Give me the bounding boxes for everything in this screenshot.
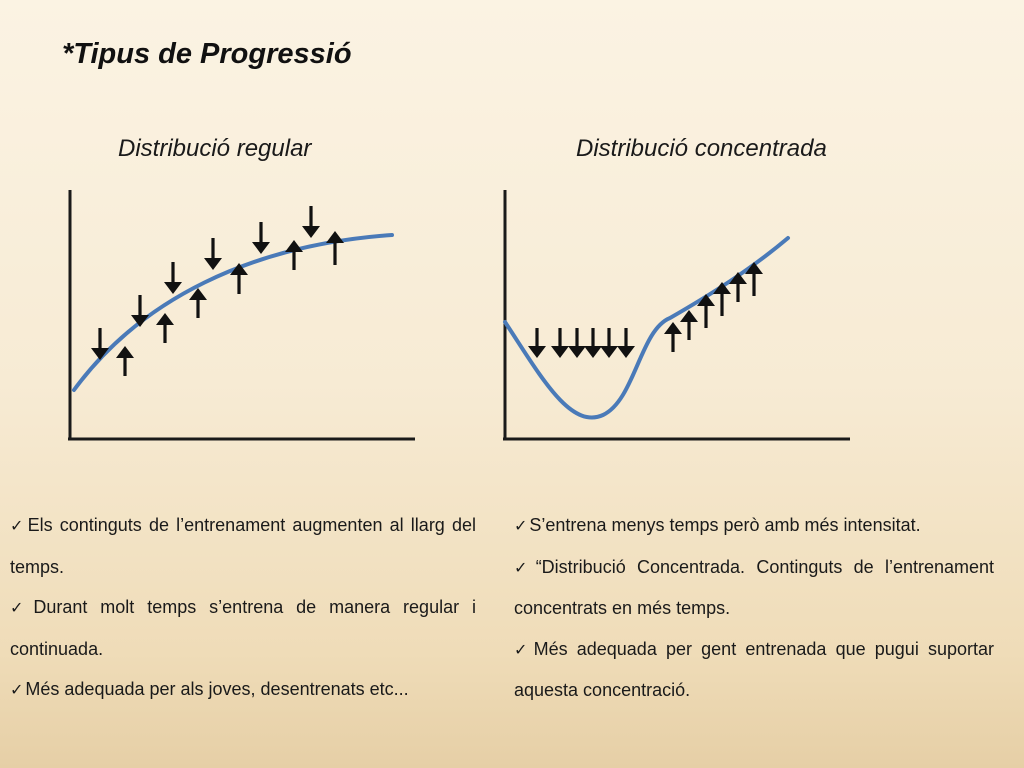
note-item: ✓ Durant molt temps s’entrena de manera r… — [10, 597, 477, 659]
arrow-up-icon — [230, 263, 248, 294]
note-item: ✓ Els continguts de l’entrenament augment… — [10, 515, 477, 577]
checkmark-icon: ✓ — [514, 516, 528, 535]
regular-distribution-title: Distribució regular — [118, 135, 312, 162]
arrow-up-icon — [713, 282, 731, 316]
page-title: *Tipus de Progressió — [62, 38, 352, 70]
arrow-down-icon — [302, 206, 320, 238]
arrow-down-icon — [131, 295, 149, 327]
arrow-down-icon — [204, 238, 222, 270]
checkmark-icon: ✓ — [10, 516, 26, 535]
note-item: ✓ Més adequada per als joves, desentrenat… — [10, 679, 409, 699]
regular-distribution-notes: ✓ Els continguts de l’entrenament augment… — [10, 505, 476, 711]
arrow-down-icon — [91, 328, 109, 360]
concentrated-distribution-diagram — [503, 190, 850, 441]
arrow-up-icon — [116, 346, 134, 376]
regular-distribution-diagram — [68, 190, 415, 441]
checkmark-icon: ✓ — [10, 680, 24, 699]
checkmark-icon: ✓ — [514, 639, 532, 659]
arrow-up-icon — [680, 310, 698, 340]
arrow-down-icon — [584, 328, 602, 358]
arrow-up-icon — [189, 288, 207, 318]
progression-curve — [72, 233, 394, 392]
checkmark-icon: ✓ — [514, 557, 534, 577]
checkmark-icon: ✓ — [10, 598, 32, 617]
arrow-up-icon — [664, 322, 682, 352]
note-item: ✓ “Distribució Concentrada. Continguts de… — [514, 556, 995, 619]
arrow-up-icon — [156, 313, 174, 343]
arrow-down-icon — [617, 328, 635, 358]
note-item: ✓ S’entrena menys temps però amb més inte… — [514, 515, 921, 535]
arrow-up-icon — [729, 272, 747, 302]
note-item: ✓ Més adequada per gent entrenada que pug… — [514, 638, 995, 701]
arrow-up-icon — [285, 240, 303, 270]
arrow-up-icon — [326, 231, 344, 265]
concentrated-distribution-notes: ✓ S’entrena menys temps però amb més inte… — [514, 505, 994, 711]
arrow-group — [528, 262, 763, 358]
arrow-down-icon — [600, 328, 618, 358]
progression-curve — [503, 236, 790, 420]
arrow-down-icon — [551, 328, 569, 358]
arrow-down-icon — [568, 328, 586, 358]
arrow-up-icon — [697, 294, 715, 328]
concentrated-distribution-title: Distribució concentrada — [576, 135, 827, 162]
arrow-up-icon — [745, 262, 763, 296]
arrow-down-icon — [164, 262, 182, 294]
arrow-group — [91, 206, 344, 376]
arrow-down-icon — [252, 222, 270, 254]
arrow-down-icon — [528, 328, 546, 358]
